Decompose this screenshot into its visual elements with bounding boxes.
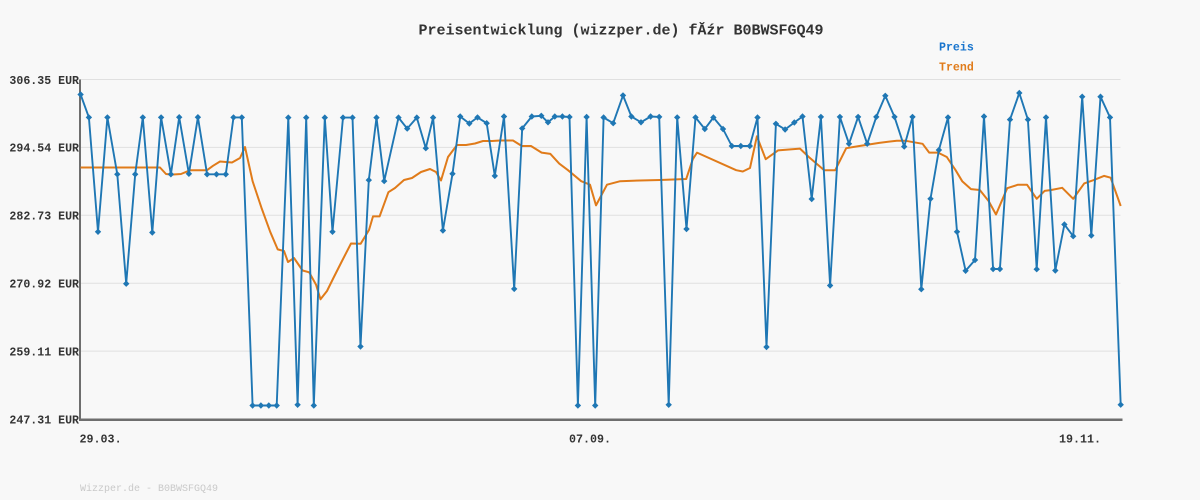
svg-text:29.03.: 29.03. (80, 433, 122, 447)
svg-text:270.92 EUR: 270.92 EUR (9, 279, 79, 292)
svg-text:247.31 EUR: 247.31 EUR (9, 414, 79, 427)
svg-text:Trend: Trend (939, 62, 974, 75)
svg-text:282.73 EUR: 282.73 EUR (9, 211, 79, 224)
svg-text:19.11.: 19.11. (1059, 433, 1101, 447)
svg-text:294.54 EUR: 294.54 EUR (9, 143, 79, 156)
svg-text:306.35 EUR: 306.35 EUR (9, 75, 79, 88)
svg-text:Wizzper.de - B0BWSFGQ49: Wizzper.de - B0BWSFGQ49 (80, 483, 218, 495)
svg-text:Preisentwicklung (wizzper.de): Preisentwicklung (wizzper.de) fĂźr B0BWS… (418, 22, 823, 40)
svg-text:Preis: Preis (939, 42, 974, 55)
svg-text:07.09.: 07.09. (569, 433, 611, 447)
svg-text:259.11 EUR: 259.11 EUR (9, 346, 79, 359)
